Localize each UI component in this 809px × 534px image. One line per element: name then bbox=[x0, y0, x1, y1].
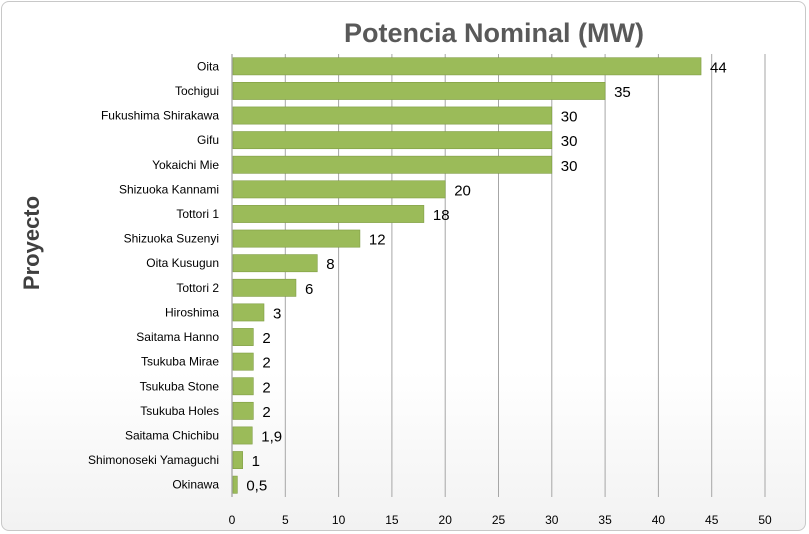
bar bbox=[232, 57, 702, 76]
bars bbox=[232, 57, 702, 494]
category-label: Fukushima Shirakawa bbox=[101, 109, 219, 123]
data-label: 2 bbox=[262, 404, 270, 421]
x-tick-label: 30 bbox=[545, 513, 559, 527]
data-label: 3 bbox=[273, 305, 281, 322]
bar bbox=[232, 451, 243, 469]
bar bbox=[232, 278, 297, 297]
bar bbox=[232, 205, 425, 223]
category-label: Shizuoka Suzenyi bbox=[124, 232, 219, 246]
bar bbox=[232, 377, 254, 396]
data-label: 1 bbox=[252, 453, 260, 470]
bar bbox=[232, 106, 553, 125]
x-tick-label: 35 bbox=[598, 513, 612, 527]
data-label: 12 bbox=[369, 232, 386, 249]
data-label: 20 bbox=[454, 182, 471, 199]
bar bbox=[232, 82, 606, 100]
category-label: Tottori 1 bbox=[176, 207, 219, 221]
category-label: Shizuoka Kannami bbox=[119, 182, 219, 196]
bar bbox=[232, 475, 238, 494]
data-label: 44 bbox=[710, 59, 727, 76]
bar bbox=[232, 303, 265, 322]
data-label: 30 bbox=[561, 158, 578, 175]
x-tick-label: 40 bbox=[652, 513, 666, 527]
data-label: 35 bbox=[614, 84, 631, 101]
bar bbox=[232, 328, 254, 346]
data-label: 6 bbox=[305, 281, 313, 298]
category-label: Shimonoseki Yamaguchi bbox=[88, 453, 219, 467]
bar bbox=[232, 155, 553, 174]
x-tick-label: 0 bbox=[229, 513, 236, 527]
x-tick-label: 20 bbox=[439, 513, 453, 527]
category-label: Tsukuba Mirae bbox=[141, 355, 219, 369]
x-tick-label: 5 bbox=[282, 513, 289, 527]
category-label: Hiroshima bbox=[165, 305, 219, 319]
category-label: Oita Kusugun bbox=[146, 256, 219, 270]
bar bbox=[232, 352, 254, 371]
data-label: 2 bbox=[262, 330, 270, 347]
data-label: 18 bbox=[433, 207, 450, 224]
data-label: 8 bbox=[326, 256, 334, 273]
x-tick-label: 45 bbox=[705, 513, 719, 527]
x-tick-label: 15 bbox=[385, 513, 399, 527]
x-tick-label: 50 bbox=[758, 513, 772, 527]
category-label: Oita bbox=[197, 59, 219, 73]
category-label: Saitama Hanno bbox=[136, 330, 219, 344]
category-label: Tochigui bbox=[175, 84, 219, 98]
data-label: 30 bbox=[561, 109, 578, 126]
bar bbox=[232, 131, 553, 150]
data-label: 2 bbox=[262, 355, 270, 372]
x-tick-label: 10 bbox=[332, 513, 346, 527]
x-tick-label: 25 bbox=[492, 513, 506, 527]
data-label: 1,9 bbox=[261, 428, 282, 445]
category-label: Tsukuba Stone bbox=[140, 379, 220, 393]
bar bbox=[232, 229, 361, 248]
bar bbox=[232, 254, 318, 273]
x-tick-labels: 0 5 10 15 20 25 30 35 40 45 50 bbox=[229, 513, 772, 527]
bar bbox=[232, 180, 446, 199]
y-axis-label: Proyecto bbox=[19, 196, 44, 290]
category-label: Tottori 2 bbox=[176, 281, 219, 295]
data-label: 2 bbox=[262, 379, 270, 396]
bar bbox=[232, 426, 253, 445]
category-label: Yokaichi Mie bbox=[152, 158, 219, 172]
data-label: 0,5 bbox=[246, 478, 267, 495]
bar bbox=[232, 401, 254, 420]
gridlines bbox=[231, 54, 766, 497]
data-label: 30 bbox=[561, 133, 578, 150]
category-label: Saitama Chichibu bbox=[125, 428, 219, 442]
category-label: Okinawa bbox=[172, 478, 219, 492]
category-labels: Oita Tochigui Fukushima Shirakawa Gifu Yokai… bbox=[88, 59, 219, 491]
chart-title: Potencia Nominal (MW) bbox=[344, 18, 644, 48]
category-label: Tsukuba Holes bbox=[140, 404, 219, 418]
category-label: Gifu bbox=[197, 133, 219, 147]
